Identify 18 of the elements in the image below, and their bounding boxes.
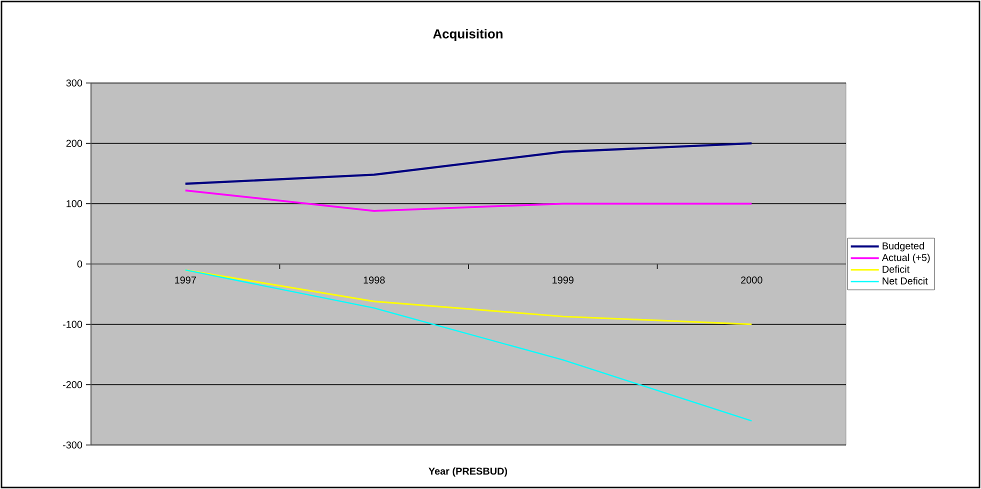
legend-label: Net Deficit [882, 277, 928, 285]
y-tick-label: 100 [66, 200, 82, 208]
x-tick-label: 1999 [552, 276, 574, 284]
x-tick-label: 1998 [364, 276, 385, 284]
y-tick-label: -300 [62, 441, 82, 449]
legend-label: Actual (+5) [882, 254, 930, 264]
y-tick-label: 200 [66, 140, 82, 147]
x-tick-label: 2000 [741, 276, 762, 284]
legend-label: Budgeted [882, 242, 924, 252]
x-axis-title: Year (PRESBUD) [428, 467, 508, 477]
y-tick-label: -100 [62, 320, 82, 328]
legend-label: Deficit [882, 265, 910, 273]
y-tick-label: -200 [62, 381, 82, 388]
y-tick-label: 300 [66, 79, 82, 87]
line-series [184, 142, 753, 185]
y-tick-label: 0 [77, 260, 82, 268]
x-tick-label: 1997 [175, 276, 196, 284]
chart-title: Acquisition [433, 28, 502, 42]
